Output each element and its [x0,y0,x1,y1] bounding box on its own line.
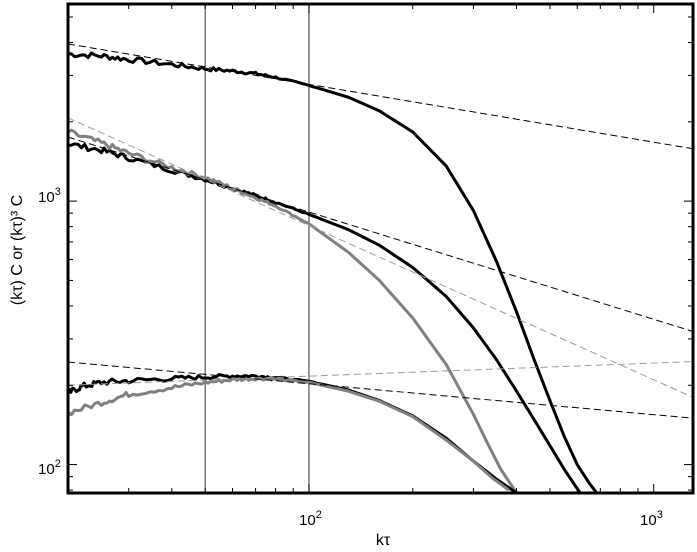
axes-frame [66,2,695,495]
reference-line-8 [68,361,693,419]
reference-line-9 [68,361,693,386]
reference-line-6 [68,136,693,332]
y-axis-label: (kτ) C or (kτ)³ C [9,195,26,305]
plot-area [66,2,695,495]
x-axis-label: kτ [376,532,391,549]
x-tick-label-1000: 103 [640,509,663,529]
data-series-1 [68,142,583,493]
series-group [68,43,693,493]
data-series-0 [68,51,599,493]
data-series-4 [68,376,510,492]
y-tick-label-100: 102 [38,458,61,478]
reference-line-5 [68,43,693,150]
y-tick-label-1000: 103 [38,186,61,206]
data-series-3 [68,373,518,493]
reference-line-7 [68,117,693,398]
x-tick-label-100: 102 [299,509,322,529]
data-series-2 [68,128,518,493]
